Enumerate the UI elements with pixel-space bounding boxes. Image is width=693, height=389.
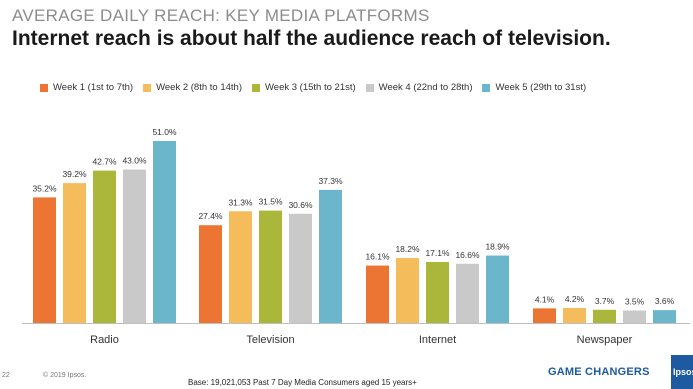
legend-swatch [482,83,491,92]
data-label: 4.2% [565,294,585,304]
category-label-internet: Internet [419,334,456,346]
bar-newspaper-week-2 [563,308,586,323]
data-label: 16.1% [365,252,390,262]
data-label: 3.5% [625,297,645,307]
chart-legend: Week 1 (1st to 7th) Week 2 (8th to 14th) W… [40,82,680,93]
data-label: 43.0% [122,156,147,166]
data-label: 27.4% [198,211,223,221]
category-label-television: Television [246,334,294,346]
data-label: 4.1% [535,294,555,304]
legend-item-week-2: Week 2 (8th to 14th) [143,82,242,93]
legend-item-week-4: Week 4 (22nd to 28th) [365,82,473,93]
legend-swatch [252,83,260,92]
data-label: 35.2% [32,183,57,193]
data-label: 42.7% [92,157,117,167]
data-label: 31.3% [228,197,253,207]
bar-television-week-2 [229,211,252,323]
bar-radio-week-2 [63,183,86,323]
page-number: 22 [2,372,10,379]
category-label-newspaper: Newspaper [577,334,633,346]
bar-radio-week-3 [93,170,116,323]
bar-internet-week-3 [426,261,449,323]
legend-label: Week 3 (15th to 21st) [265,82,356,93]
data-label: 31.5% [258,197,283,207]
slide-header: AVERAGE DAILY REACH: KEY MEDIA PLATFORMS… [12,6,682,51]
legend-item-week-1: Week 1 (1st to 7th) [40,82,133,93]
bar-television-week-1 [199,225,222,323]
bar-newspaper-week-1 [533,308,556,323]
data-label: 18.9% [485,242,510,252]
legend-swatch [40,83,48,92]
copyright-text: © 2019 Ipsos. [43,372,87,379]
legend-swatch [143,83,152,92]
legend-swatch [365,83,374,92]
legend-label: Week 5 (29th to 31st) [495,82,587,93]
data-label: 37.3% [318,176,343,186]
bar-internet-week-2 [396,258,419,323]
bar-television-week-4 [289,213,312,323]
bar-internet-week-4 [456,263,479,323]
data-label: 3.7% [595,296,615,306]
slide-headline: Internet reach is about half the audienc… [12,27,611,50]
data-label: 18.2% [395,244,420,254]
data-label: 39.2% [62,169,87,179]
bar-television-week-3 [259,210,282,323]
bar-radio-week-5 [153,141,176,323]
brand-tagline: GAME CHANGERS [548,366,650,378]
slide-kicker: AVERAGE DAILY REACH: KEY MEDIA PLATFORMS [12,6,430,25]
bar-internet-week-1 [366,265,389,323]
bar-newspaper-week-5 [653,310,676,323]
base-note: Base: 19,021,053 Past 7 Day Media Consum… [188,378,417,387]
data-label: 51.0% [152,127,177,137]
bar-internet-week-5 [486,255,509,323]
data-label: 17.1% [425,248,450,258]
bar-newspaper-week-4 [623,310,646,323]
category-label-radio: Radio [90,334,119,346]
ipsos-logo: Ipsos [671,355,693,389]
legend-item-week-3: Week 3 (15th to 21st) [252,82,356,93]
data-label: 16.6% [455,250,480,260]
legend-label: Week 2 (8th to 14th) [156,82,242,93]
bar-television-week-5 [319,189,342,323]
legend-label: Week 4 (22nd to 28th) [378,82,473,93]
bar-radio-week-1 [33,197,56,323]
legend-label: Week 1 (1st to 7th) [53,82,134,93]
bar-radio-week-4 [123,169,146,323]
data-label: 30.6% [288,200,313,210]
data-label: 3.6% [655,296,675,306]
legend-item-week-5: Week 5 (29th to 31st) [482,82,586,93]
bar-newspaper-week-3 [593,309,616,323]
